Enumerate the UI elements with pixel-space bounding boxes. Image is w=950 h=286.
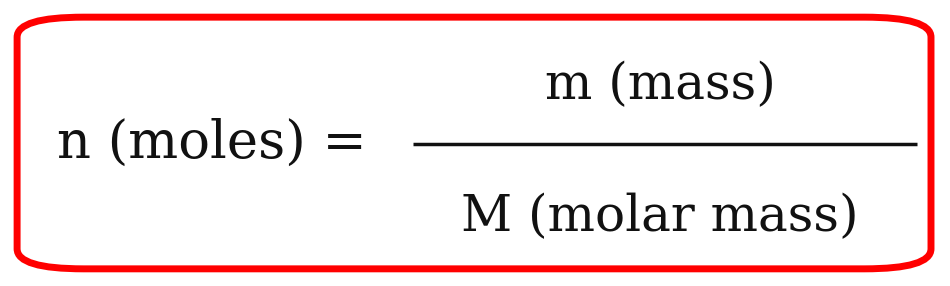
FancyBboxPatch shape — [17, 17, 931, 269]
Text: M (molar mass): M (molar mass) — [462, 193, 859, 242]
Text: n (moles) =: n (moles) = — [57, 118, 367, 168]
Text: m (mass): m (mass) — [544, 61, 776, 110]
